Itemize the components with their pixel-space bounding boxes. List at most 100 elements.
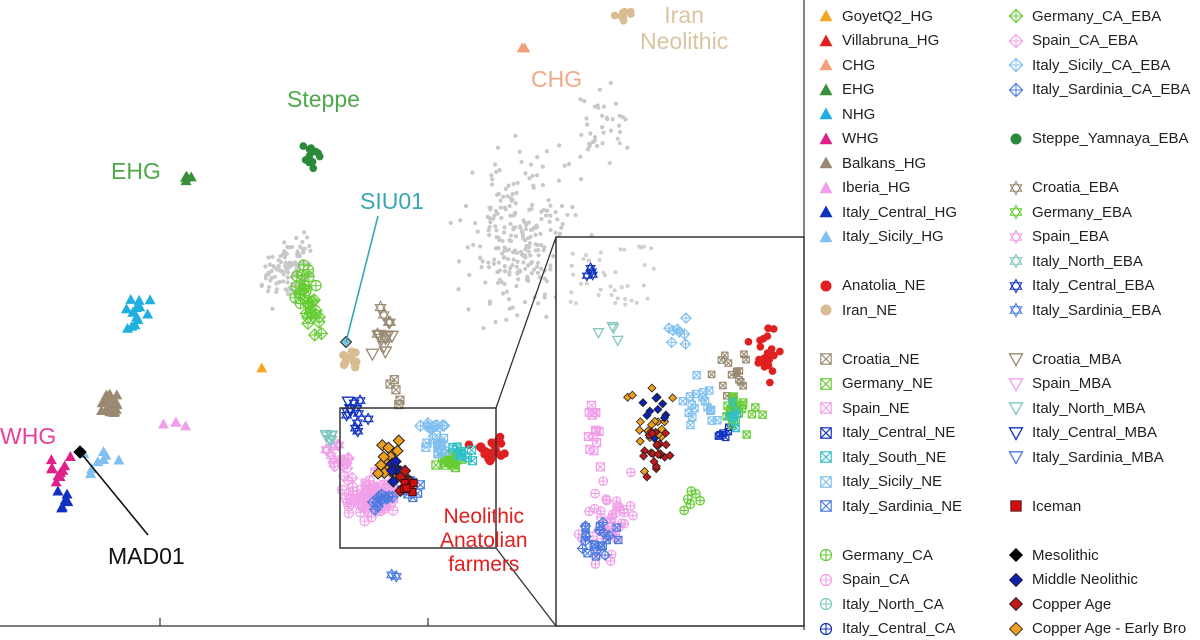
- reference-point: [266, 289, 271, 294]
- reference-point: [573, 213, 578, 218]
- data-point: [409, 479, 418, 488]
- reference-point: [555, 217, 560, 222]
- data-point: [392, 434, 405, 447]
- data-point: [100, 449, 112, 460]
- data-point: [92, 456, 104, 467]
- reference-point: [513, 133, 518, 138]
- reference-point: [486, 227, 491, 233]
- data-point: [325, 449, 337, 463]
- legend-marker: [819, 230, 833, 242]
- data-point: [614, 535, 623, 545]
- boxx-marker-icon: [820, 426, 832, 439]
- reference-point: [498, 205, 503, 210]
- reference-point: [535, 260, 541, 265]
- reference-point: [507, 238, 512, 243]
- data-point: [707, 370, 716, 379]
- reference-point: [604, 115, 610, 120]
- legend-marker: [1008, 402, 1024, 416]
- reference-point: [496, 246, 501, 251]
- reference-point: [266, 284, 272, 290]
- data-point: [45, 454, 57, 465]
- circleplus-marker-icon: [819, 548, 833, 562]
- reference-point: [294, 267, 299, 272]
- legend-item: Iceman: [1008, 495, 1081, 517]
- reference-point: [539, 209, 544, 214]
- data-point: [596, 516, 609, 529]
- reference-point: [513, 225, 518, 230]
- reference-point: [507, 272, 512, 277]
- data-point: [612, 523, 621, 532]
- data-point: [680, 312, 692, 324]
- reference-point: [282, 255, 287, 260]
- legend-label: Germany_NE: [842, 375, 933, 392]
- circleplus-marker-icon: [819, 622, 833, 635]
- data-point: [754, 359, 763, 367]
- data-point: [770, 351, 778, 360]
- data-point: [616, 518, 627, 529]
- legend-item: Balkans_HG: [818, 152, 926, 174]
- reference-point: [504, 289, 509, 294]
- reference-point: [547, 219, 552, 224]
- data-point: [728, 398, 737, 406]
- legend-label: Germany_CA: [842, 546, 933, 564]
- data-point: [660, 428, 671, 438]
- reference-point: [475, 229, 480, 234]
- reference-point: [270, 306, 275, 311]
- reference-point: [534, 173, 540, 178]
- data-point: [389, 375, 399, 385]
- reference-point: [529, 227, 535, 233]
- reference-point: [281, 279, 286, 284]
- legend-item: Italy_Central_MBA: [1008, 422, 1157, 444]
- data-point: [378, 331, 393, 345]
- data-point: [519, 42, 531, 53]
- circleplus-marker-icon: [819, 573, 833, 586]
- reference-point: [625, 283, 630, 288]
- reference-point: [559, 203, 565, 209]
- reference-point: [528, 261, 533, 266]
- legend-item: Italy_Central_EBA: [1008, 275, 1155, 297]
- data-point: [634, 425, 645, 435]
- legend-marker: [819, 205, 833, 218]
- reference-point: [533, 248, 538, 253]
- reference-point: [526, 220, 531, 225]
- reference-point: [615, 296, 620, 301]
- reference-point: [597, 257, 602, 262]
- data-point: [422, 438, 432, 448]
- data-point: [453, 450, 464, 461]
- data-point: [673, 326, 686, 338]
- reference-point: [542, 276, 547, 281]
- data-point: [309, 164, 318, 173]
- reference-point: [502, 245, 507, 250]
- siu01-label: SIU01: [360, 188, 424, 214]
- data-point: [376, 341, 392, 354]
- legend-label: CHG: [842, 56, 876, 74]
- reference-point: [465, 245, 470, 250]
- star-marker-icon: [1009, 179, 1023, 196]
- triangle-marker-icon: [819, 156, 833, 169]
- reference-point: [641, 283, 646, 288]
- data-point: [64, 451, 76, 461]
- data-point: [309, 303, 323, 318]
- reference-point: [641, 244, 646, 249]
- reference-point: [493, 319, 498, 325]
- data-point: [374, 333, 389, 347]
- data-point: [46, 462, 58, 473]
- data-point: [484, 454, 493, 464]
- reference-point: [535, 155, 540, 160]
- data-point: [333, 438, 345, 452]
- data-point: [324, 436, 338, 449]
- reference-point: [513, 234, 519, 239]
- reference-point: [538, 266, 544, 271]
- data-point: [766, 378, 774, 387]
- data-point: [464, 440, 474, 450]
- reference-point: [308, 248, 313, 253]
- boxx-marker-icon: [820, 475, 832, 488]
- reference-point: [283, 287, 288, 292]
- reference-point: [502, 225, 507, 230]
- data-point: [61, 488, 73, 499]
- data-point: [768, 367, 777, 375]
- reference-point: [499, 279, 504, 285]
- reference-point: [548, 213, 553, 218]
- legend-marker: [1009, 228, 1023, 245]
- reference-point: [283, 265, 288, 270]
